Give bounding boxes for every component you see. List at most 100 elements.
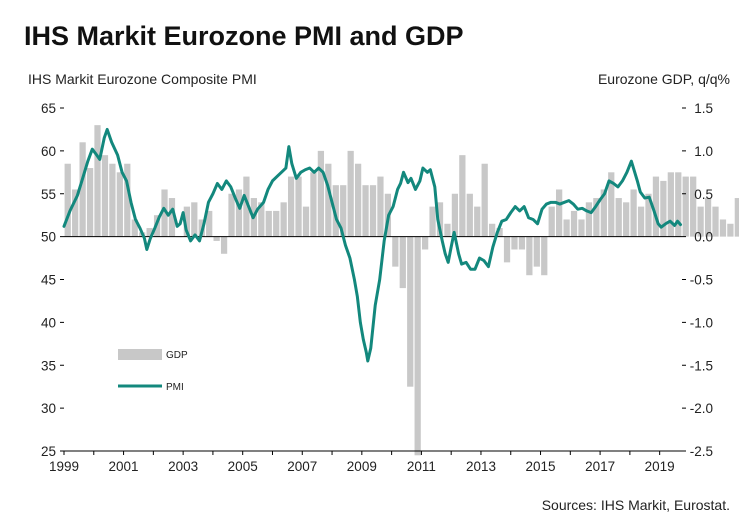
gdp-bar (235, 189, 243, 237)
gdp-bar (347, 150, 354, 237)
gdp-bar (444, 223, 451, 237)
x-tick-label: 2009 (347, 459, 377, 474)
gdp-bar (533, 236, 540, 267)
x-tick-label: 2001 (109, 459, 139, 474)
legend-gdp-swatch (118, 349, 162, 360)
gdp-bar (168, 198, 176, 237)
gdp-bar (206, 210, 213, 237)
gdp-bar (593, 198, 600, 237)
gdp-bar (265, 210, 272, 237)
gdp-bar (511, 236, 518, 250)
gdp-bar (608, 172, 615, 237)
gdp-bar (615, 198, 622, 237)
gdp-bar (503, 236, 511, 263)
left-tick-label: 65 (41, 101, 56, 116)
gdp-bar (660, 180, 667, 237)
x-tick-label: 1999 (49, 459, 79, 474)
gdp-bar (459, 155, 466, 237)
left-tick-label: 40 (41, 315, 56, 330)
x-tick-label: 2003 (168, 459, 198, 474)
chart-title: IHS Markit Eurozone PMI and GDP (24, 21, 464, 51)
gdp-bar (228, 193, 235, 237)
gdp-bar (79, 142, 86, 237)
gdp-bar (392, 236, 399, 267)
x-tick-label: 2011 (407, 459, 436, 474)
gdp-bar (124, 163, 131, 237)
gdp-bar (489, 223, 496, 237)
gdp-bar (287, 176, 295, 237)
gdp-bar (422, 236, 429, 250)
legend: GDP PMI (118, 349, 188, 393)
gdp-bar (295, 176, 302, 237)
gdp-bar (72, 189, 79, 237)
gdp-bar (213, 236, 220, 241)
right-tick-label: -2.5 (690, 444, 713, 459)
gdp-bar (600, 189, 607, 237)
left-tick-label: 30 (41, 401, 56, 416)
x-tick-label: 2019 (645, 459, 675, 474)
gdp-bar (563, 219, 570, 237)
gdp-bar (317, 150, 325, 237)
gdp-bar (146, 228, 153, 237)
left-tick-label: 45 (41, 273, 56, 288)
gdp-bar (675, 172, 682, 237)
gdp-bar (667, 172, 674, 237)
gdp-bar (712, 206, 719, 237)
gdp-bar (526, 236, 533, 276)
gdp-bar (161, 189, 168, 237)
gdp-bar (101, 155, 109, 237)
gdp-bar (86, 168, 94, 237)
gdp-bar (630, 189, 637, 237)
gdp-bar (354, 163, 362, 237)
x-tick-label: 2013 (466, 459, 496, 474)
left-tick-label: 55 (41, 187, 56, 202)
left-tick-label: 60 (41, 144, 56, 159)
left-tick-label: 25 (41, 444, 56, 459)
x-tick-label: 2007 (287, 459, 317, 474)
gdp-bar (414, 236, 421, 456)
gdp-bar (704, 198, 712, 237)
gdp-bar (734, 198, 739, 237)
left-tick-label: 35 (41, 358, 56, 373)
gdp-bar (258, 202, 265, 237)
gdp-bar (429, 206, 436, 237)
gdp-bar (652, 176, 660, 237)
legend-pmi-label: PMI (166, 382, 184, 393)
gdp-bar (109, 163, 116, 237)
left-axis-title: IHS Markit Eurozone Composite PMI (28, 71, 257, 87)
gdp-bar (369, 185, 377, 237)
axes: 65 60 55 50 45 40 35 30 25 1.5 1.0 0.5 0.0 -0.5 -1.0 -1… (41, 101, 713, 474)
x-tick-label: 2005 (228, 459, 258, 474)
gdp-bar (496, 228, 503, 237)
left-tick-label: 50 (41, 230, 56, 245)
gdp-bar (518, 236, 526, 250)
right-tick-label: -1.0 (690, 315, 713, 330)
gdp-bar (719, 219, 727, 237)
gdp-bar (273, 210, 280, 237)
gdp-bar (220, 236, 228, 254)
right-tick-label: 1.5 (694, 101, 713, 116)
gdp-bar (310, 172, 317, 237)
right-tick-label: 0.0 (694, 230, 713, 245)
gdp-bar (481, 163, 488, 237)
gdp-bar (243, 176, 250, 237)
gdp-bar (377, 176, 384, 237)
gdp-bar (474, 206, 481, 237)
gdp-bar (302, 206, 310, 237)
gdp-bar (541, 236, 548, 276)
gdp-bar (556, 189, 563, 237)
pmi-line-group (62, 127, 683, 363)
gdp-bar (690, 176, 697, 237)
right-tick-label: 1.0 (694, 144, 713, 159)
gdp-bar (131, 219, 138, 237)
gdp-bar (697, 206, 704, 237)
gdp-bar (280, 202, 287, 237)
gdp-bar (362, 185, 369, 237)
gdp-bar (340, 185, 347, 237)
gdp-bar (436, 202, 444, 237)
gdp-bar (548, 206, 555, 237)
x-tick-label: 2017 (585, 459, 615, 474)
gdp-bar (637, 206, 645, 237)
gdp-bar (407, 236, 414, 387)
